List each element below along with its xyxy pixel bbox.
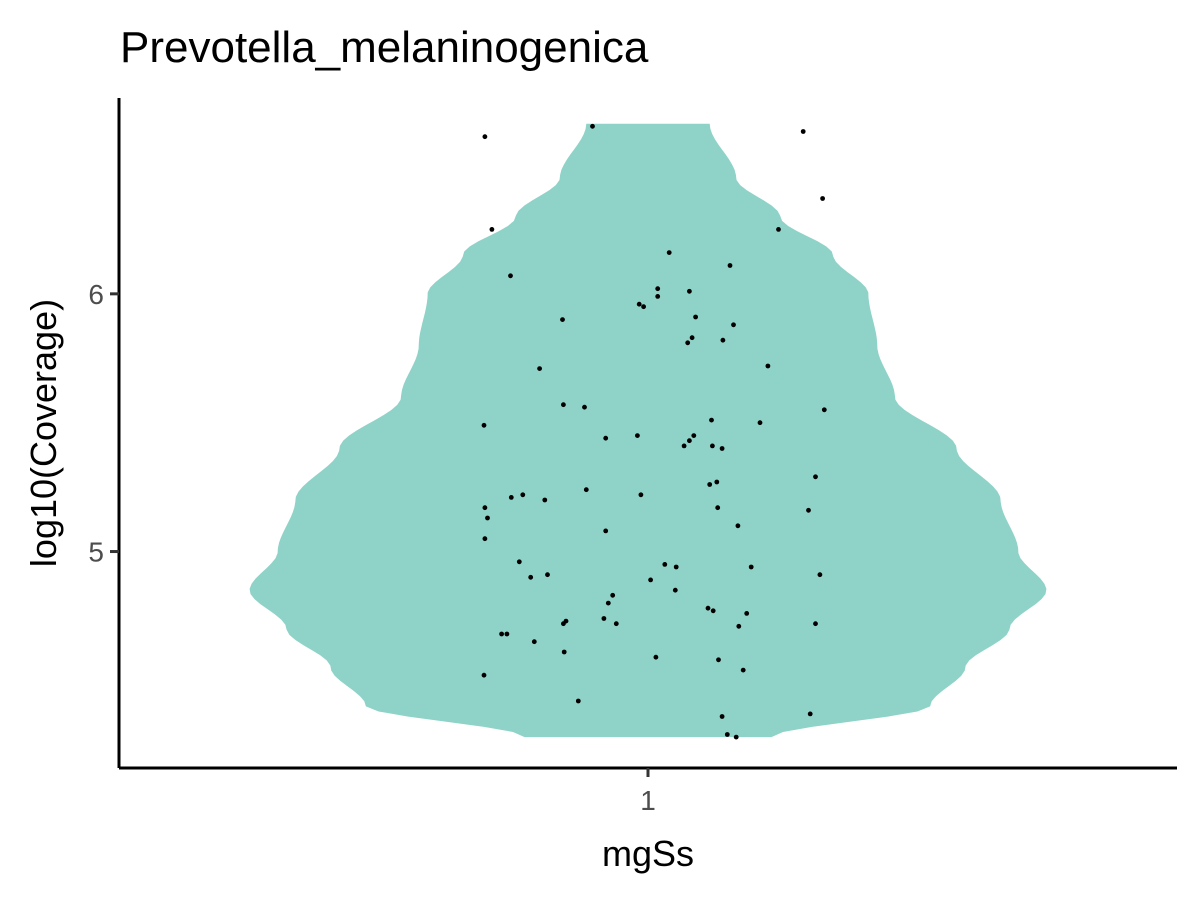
- data-point: [561, 649, 567, 655]
- data-point: [689, 335, 695, 341]
- data-point: [813, 621, 818, 627]
- data-point: [807, 711, 813, 717]
- data-point: [707, 482, 713, 487]
- data-point: [748, 564, 754, 570]
- data-point: [641, 304, 646, 310]
- data-point: [499, 631, 504, 637]
- data-point: [681, 443, 687, 449]
- data-point: [582, 404, 587, 410]
- data-point: [672, 587, 678, 593]
- y-tick-label: 6: [88, 279, 104, 310]
- data-point: [691, 433, 697, 438]
- data-point: [482, 536, 488, 542]
- data-point: [720, 337, 726, 343]
- data-point: [520, 492, 526, 498]
- data-point: [662, 562, 668, 567]
- data-point: [740, 667, 746, 673]
- data-point: [724, 732, 730, 737]
- data-point: [603, 528, 609, 534]
- y-axis-ticks: 56: [88, 279, 119, 568]
- data-point: [482, 134, 488, 140]
- data-point: [648, 577, 653, 583]
- data-point: [716, 657, 721, 663]
- data-point: [806, 507, 811, 513]
- x-tick-label: 1: [640, 785, 656, 816]
- x-axis-ticks: 1: [640, 768, 656, 816]
- data-point: [542, 497, 548, 503]
- data-point: [821, 407, 827, 413]
- data-point: [613, 621, 619, 627]
- data-point: [820, 196, 825, 201]
- data-point: [531, 639, 537, 645]
- data-point: [528, 574, 534, 580]
- data-point: [744, 611, 750, 616]
- data-point: [603, 435, 609, 441]
- data-point: [687, 288, 692, 294]
- data-point: [685, 340, 691, 346]
- y-tick-label: 5: [88, 537, 104, 568]
- data-point: [561, 402, 566, 408]
- data-point: [687, 438, 692, 444]
- data-point: [735, 523, 741, 529]
- data-point: [757, 420, 763, 426]
- data-point: [736, 623, 742, 629]
- data-point: [481, 672, 487, 678]
- data-point: [610, 592, 616, 598]
- data-point: [693, 314, 698, 320]
- data-point: [638, 492, 644, 498]
- data-point: [653, 654, 659, 660]
- data-point: [601, 616, 607, 621]
- data-point: [560, 317, 565, 322]
- data-point: [655, 286, 661, 292]
- data-point: [731, 322, 736, 328]
- data-point: [537, 366, 542, 371]
- data-point: [575, 698, 581, 704]
- data-point: [813, 474, 818, 480]
- data-point: [765, 363, 771, 369]
- data-point: [516, 559, 522, 565]
- data-point: [714, 479, 720, 485]
- violin-shape: [249, 123, 1047, 738]
- data-point: [800, 129, 806, 134]
- data-point: [776, 227, 781, 232]
- data-point: [504, 631, 510, 637]
- data-point: [481, 422, 487, 428]
- data-point: [710, 608, 716, 614]
- data-point: [666, 250, 672, 256]
- data-point: [817, 572, 823, 578]
- data-point: [545, 572, 550, 578]
- data-point: [715, 505, 721, 511]
- data-point: [710, 443, 715, 449]
- data-point: [635, 433, 640, 438]
- data-points: [481, 123, 827, 740]
- chart-title: Prevotella_melaninogenica: [120, 23, 649, 72]
- data-point: [583, 487, 589, 493]
- data-point: [719, 446, 725, 451]
- data-point: [561, 621, 566, 627]
- data-point: [733, 734, 739, 740]
- data-point: [590, 123, 595, 129]
- data-point: [719, 714, 725, 719]
- data-point: [705, 605, 711, 611]
- x-axis-title: mgSs: [602, 833, 694, 874]
- data-point: [482, 505, 488, 511]
- y-axis-title: log10(Coverage): [23, 299, 64, 567]
- data-point: [508, 495, 514, 500]
- data-point: [709, 417, 714, 423]
- data-point: [485, 515, 490, 521]
- data-point: [655, 294, 661, 299]
- plot-area: [249, 123, 1047, 740]
- data-point: [489, 227, 495, 232]
- data-point: [508, 273, 513, 279]
- data-point: [673, 564, 679, 570]
- data-point: [727, 263, 733, 268]
- data-point: [636, 301, 642, 307]
- data-point: [605, 600, 611, 606]
